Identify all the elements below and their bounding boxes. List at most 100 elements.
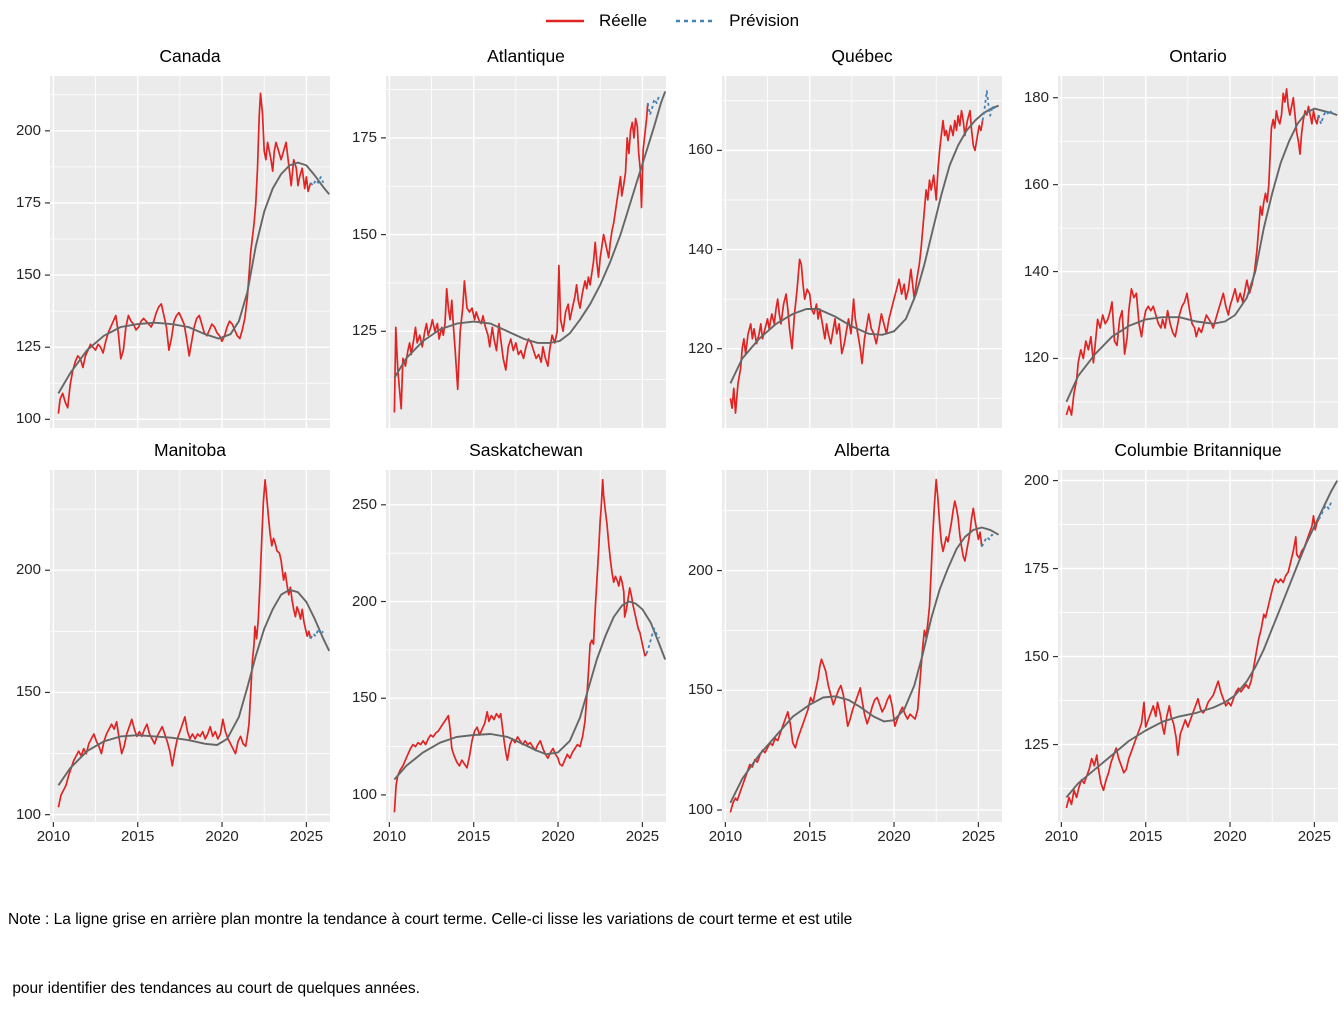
plot-area: 120 140 160 [672, 76, 1008, 428]
tendance-line [393, 91, 667, 379]
prevision-line [309, 176, 325, 187]
y-tick-label: 100 [15, 805, 41, 823]
y-tick-label: 140 [687, 240, 713, 258]
y-axis: 125 150 175 200 [1008, 470, 1058, 822]
prevision-line [1317, 501, 1333, 520]
prevision-line [645, 627, 661, 654]
panel-title: Manitoba [154, 440, 226, 460]
panel-title: Saskatchewan [469, 440, 583, 460]
legend: Réelle Prévision [0, 0, 1344, 38]
footnote-line-2: pour identifier des tendances au court d… [8, 980, 420, 997]
y-axis: 100 150 200 [0, 470, 50, 822]
y-tick-label: 125 [1023, 735, 1049, 753]
reelle-line [729, 109, 984, 414]
plot-area: 100 150 200 250 [336, 470, 672, 827]
y-tick-label: 125 [351, 322, 377, 340]
prevision-line-swatch [676, 19, 715, 23]
x-axis: 2010 2015 2020 2025 [709, 822, 1002, 848]
plot-svg [1053, 76, 1338, 428]
y-tick-label: 150 [351, 225, 377, 243]
y-axis: 125 150 175 [336, 76, 386, 428]
y-tick-label: 175 [351, 128, 377, 146]
y-tick-label: 250 [351, 495, 377, 513]
plot-area: 100 150 200 [672, 470, 1008, 827]
panel-title: Québec [831, 46, 893, 66]
prevision-line [1317, 109, 1333, 125]
x-tick-label: 2010 [708, 828, 743, 845]
plot-svg [717, 76, 1002, 428]
y-axis: 100 125 150 175 200 [0, 76, 50, 428]
y-tick-label: 125 [15, 338, 41, 356]
panel-background [386, 76, 666, 428]
y-tick-label: 200 [15, 121, 41, 139]
panel-background [50, 76, 330, 428]
plot-area: 125 150 175 200 [1008, 470, 1344, 827]
panel-background [1058, 470, 1338, 822]
x-tick-label: 2010 [1044, 828, 1079, 845]
y-tick-label: 200 [351, 592, 377, 610]
panel-background [722, 470, 1002, 822]
legend-label-reelle: Réelle [598, 11, 648, 30]
panel-title: Ontario [1169, 46, 1227, 66]
x-tick-label: 2025 [625, 828, 660, 845]
panel-ontario: Ontario 120 140 160 180 [1008, 46, 1344, 428]
y-tick-label: 120 [1023, 349, 1049, 367]
x-tick-label: 2025 [1297, 828, 1332, 845]
y-tick-label: 150 [15, 266, 41, 284]
x-tick-label: 2025 [289, 828, 324, 845]
y-tick-label: 200 [687, 561, 713, 579]
plot-svg [45, 76, 330, 428]
charts-grid: Canada 100 125 150 175 200 Atlantique 125 150 175… [0, 46, 1344, 848]
x-tick-label: 2020 [205, 828, 239, 845]
panel-manitoba: Manitoba 100 150 200 2010 2015 2020 2025 [0, 440, 336, 848]
reelle-line [57, 478, 312, 808]
panel-background [722, 76, 1002, 428]
panel-atlantique: Atlantique 125 150 175 [336, 46, 672, 428]
x-tick-label: 2010 [372, 828, 407, 845]
y-tick-label: 150 [1023, 647, 1049, 665]
x-tick-label: 2020 [541, 828, 575, 845]
legend-item-prevision: Prévision [675, 11, 799, 31]
y-tick-label: 200 [1023, 471, 1049, 489]
tendance-line [393, 600, 667, 781]
panel-saskatchewan: Saskatchewan 100 150 200 250 2010 2015 2020 2025 [336, 440, 672, 848]
plot-svg [381, 470, 667, 827]
x-tick-label: 2015 [121, 828, 155, 845]
y-tick-label: 100 [351, 785, 377, 803]
panel-alberta: Alberta 100 150 200 2010 2015 2020 2025 [672, 440, 1008, 848]
panel-canada: Canada 100 125 150 175 200 [0, 46, 336, 428]
y-tick-label: 175 [1023, 559, 1049, 577]
x-axis: 2010 2015 2020 2025 [373, 822, 666, 848]
x-tick-label: 2015 [1129, 828, 1163, 845]
prevision-line [981, 90, 997, 121]
y-axis: 100 150 200 250 [336, 470, 386, 822]
y-tick-label: 160 [1023, 175, 1049, 193]
reelle-line [729, 478, 983, 813]
y-tick-label: 150 [687, 681, 713, 699]
y-axis: 120 140 160 [672, 76, 722, 428]
plot-area: 125 150 175 [336, 76, 672, 428]
panel-title: Columbie Britannique [1114, 440, 1282, 460]
x-tick-label: 2010 [36, 828, 71, 845]
prevision-line [309, 628, 324, 640]
tendance-line [1065, 480, 1339, 799]
plot-svg [717, 470, 1002, 827]
y-tick-label: 160 [687, 141, 713, 159]
tendance-line [729, 104, 999, 384]
reelle-line-swatch [545, 19, 584, 23]
footnote: Note : La ligne grise en arrière plan mo… [8, 862, 1344, 1023]
panel-quebec: Québec 120 140 160 [672, 46, 1008, 428]
panel-background [386, 470, 666, 822]
plot-svg [381, 76, 667, 428]
prevision-line [981, 533, 996, 548]
legend-item-reelle: Réelle [545, 11, 647, 31]
x-tick-label: 2015 [793, 828, 827, 845]
tendance-line [1065, 107, 1338, 403]
y-tick-label: 100 [687, 801, 713, 819]
y-axis: 120 140 160 180 [1008, 76, 1058, 428]
reelle-line [1065, 88, 1320, 416]
panel-title: Alberta [834, 440, 890, 460]
plot-svg [1053, 470, 1339, 827]
plot-area: 100 125 150 175 200 [0, 76, 336, 428]
y-tick-label: 100 [15, 410, 41, 428]
